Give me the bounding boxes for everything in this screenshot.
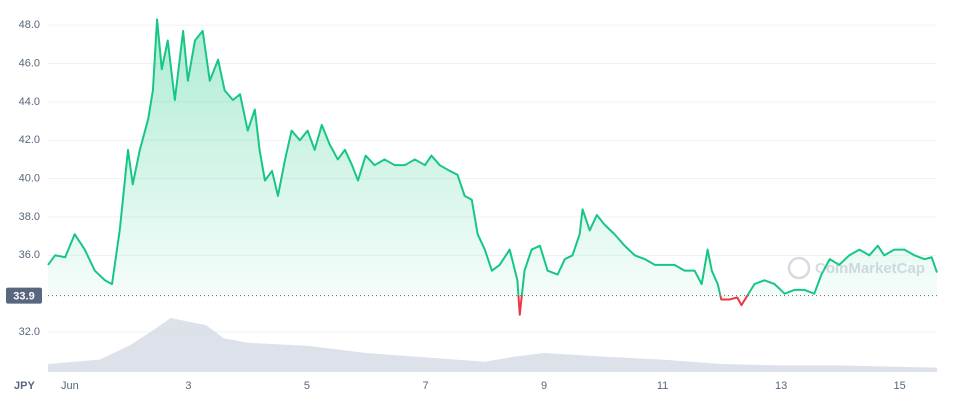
baseline-label: 33.9 — [13, 291, 34, 303]
area-layer — [48, 19, 937, 315]
y-tick-label: 32.0 — [19, 326, 40, 338]
y-tick-label: 44.0 — [19, 96, 40, 108]
price-line — [47, 18, 938, 316]
y-tick-label: 48.0 — [19, 19, 40, 31]
watermark-group: CoinMarketCap — [787, 256, 925, 280]
volume-area — [48, 318, 937, 372]
currency-label: JPY — [14, 380, 35, 392]
price-area — [48, 19, 937, 315]
x-tick-label: 13 — [775, 380, 787, 392]
y-tick-label: 38.0 — [19, 211, 40, 223]
volume — [48, 318, 937, 372]
x-tick-label: 9 — [541, 380, 547, 392]
x-tick-label: 15 — [894, 380, 906, 392]
watermark: CoinMarketCap — [815, 260, 925, 277]
x-tick-label: 7 — [422, 380, 428, 392]
y-tick-label: 46.0 — [19, 57, 40, 69]
y-tick-label: 42.0 — [19, 134, 40, 146]
y-tick-label: 40.0 — [19, 173, 40, 185]
labels: 32.0 36.0 38.0 40.0 42.0 44.0 46.0 48.0 Jun 3 5 7 9 1… — [6, 19, 906, 392]
watermark-logo — [787, 256, 811, 280]
baseline-box — [6, 287, 42, 304]
x-tick-label: 5 — [304, 380, 310, 392]
x-tick-label: 3 — [185, 380, 191, 392]
x-tick-label: Jun — [61, 380, 79, 392]
x-tick-label: 11 — [657, 380, 668, 392]
y-tick-label: 36.0 — [19, 249, 40, 261]
line-layer — [47, 18, 938, 316]
